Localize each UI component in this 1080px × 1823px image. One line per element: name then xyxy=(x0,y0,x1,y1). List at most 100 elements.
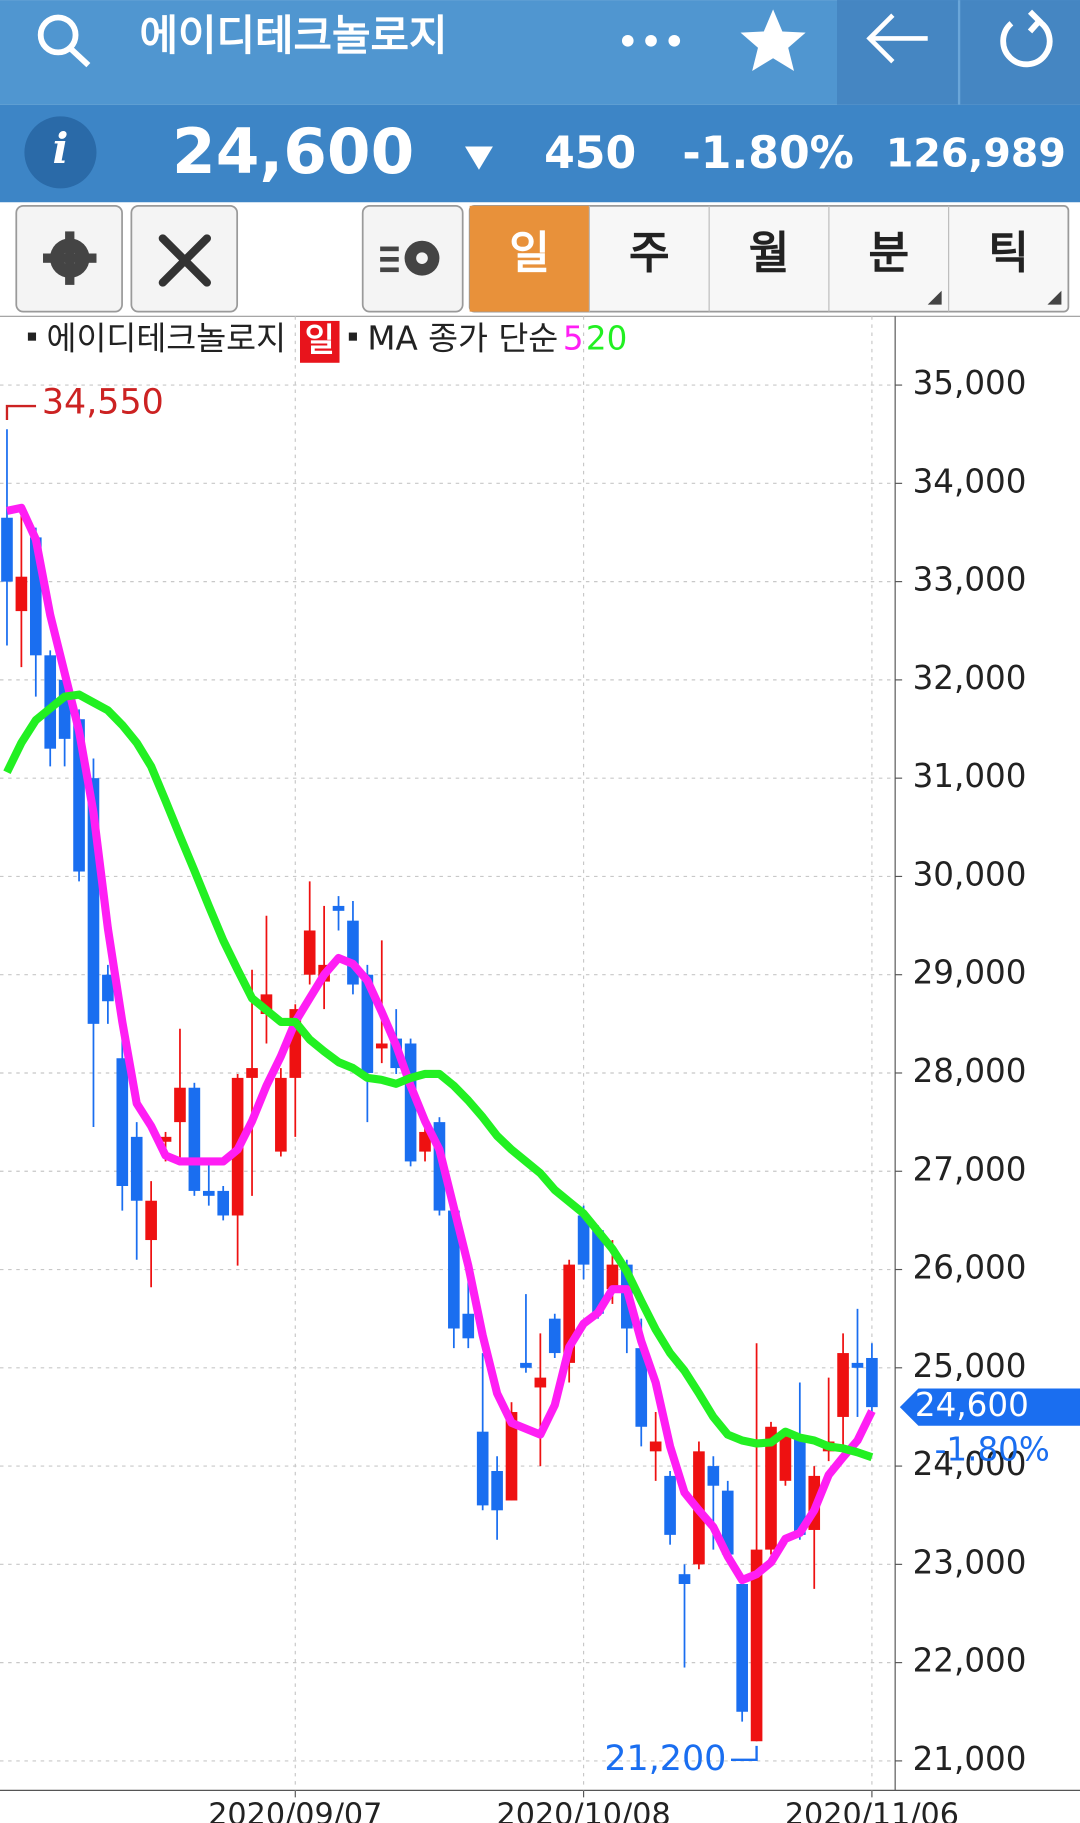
candle-body xyxy=(102,974,114,1002)
candle-body xyxy=(678,1574,691,1585)
ma-line xyxy=(6,503,876,1585)
more-icon[interactable] xyxy=(621,34,681,47)
x-tick-label: 2020/11/06 xyxy=(785,1797,959,1823)
x-tick-label: 2020/10/08 xyxy=(497,1797,671,1823)
back-icon[interactable] xyxy=(866,13,928,64)
candle-body xyxy=(361,974,374,1073)
candle-body xyxy=(548,1318,561,1354)
candle-body xyxy=(332,905,345,911)
candle-body xyxy=(217,1190,230,1216)
legend-ma: MA 종가 단순 xyxy=(367,320,558,358)
candle-body xyxy=(260,994,273,1015)
candle-body xyxy=(419,1131,431,1152)
chart: 21,000 22,000 23,000 24,000 25,000 26,000 27,0… xyxy=(0,315,1080,1823)
tab-label[interactable]: 주 xyxy=(629,228,670,279)
candle-body xyxy=(116,1058,129,1186)
candle-body xyxy=(448,1210,460,1329)
legend-period: 일 xyxy=(305,321,335,359)
y-tick-label: 33,000 xyxy=(913,561,1027,599)
price: 24,600 xyxy=(172,115,414,188)
tab-label[interactable]: 월 xyxy=(749,228,790,279)
y-tick-label: 30,000 xyxy=(913,855,1027,893)
legend-swatch xyxy=(27,332,37,341)
y-tick-label: 26,000 xyxy=(913,1249,1027,1287)
search-icon[interactable] xyxy=(37,14,91,68)
y-tick-label: 34,000 xyxy=(913,462,1027,500)
candle-body xyxy=(866,1357,878,1408)
candle-body xyxy=(837,1353,849,1417)
last-price-tag xyxy=(899,1388,1080,1426)
indicator-icon xyxy=(380,240,440,276)
candle-body xyxy=(505,1412,518,1501)
candle-body xyxy=(303,930,316,975)
candle-body xyxy=(159,1136,172,1142)
candle-body xyxy=(664,1475,676,1535)
candle-body xyxy=(462,1313,475,1339)
x-tick-label: 2020/09/07 xyxy=(208,1797,382,1823)
tab-active[interactable] xyxy=(469,205,590,312)
y-tick-label: 25,000 xyxy=(913,1347,1027,1385)
y-tick-label: 21,000 xyxy=(913,1740,1027,1778)
down-arrow xyxy=(465,146,493,170)
y-tick-label: 23,000 xyxy=(913,1543,1027,1581)
tab-label[interactable]: 틱 xyxy=(988,228,1029,279)
y-tick-label: 29,000 xyxy=(913,954,1027,992)
candle-body xyxy=(15,576,28,612)
candle-body xyxy=(44,655,57,749)
max-label: 34,550 xyxy=(42,383,164,423)
candle-body xyxy=(1,517,13,582)
candle-body xyxy=(347,920,359,985)
change-pct: -1.80% xyxy=(682,128,854,179)
candle-body xyxy=(491,1470,503,1511)
last-change-label: -1.80% xyxy=(935,1430,1050,1468)
last-price-label: 24,600 xyxy=(915,1386,1029,1424)
candle-body xyxy=(765,1426,777,1550)
favorite-icon[interactable] xyxy=(740,9,806,71)
min-arrow xyxy=(731,1745,758,1762)
y-tick-label: 31,000 xyxy=(913,757,1027,795)
y-tick-label: 22,000 xyxy=(913,1642,1027,1680)
info-label: i xyxy=(52,124,68,173)
quote-bar xyxy=(0,104,1080,203)
candle-body xyxy=(750,1549,763,1742)
tab-label[interactable]: 분 xyxy=(868,228,909,279)
refresh-icon[interactable] xyxy=(1000,9,1053,68)
candle-body xyxy=(577,1215,590,1265)
tab-corner xyxy=(927,290,942,305)
candle-body xyxy=(130,1136,143,1201)
gear-icon xyxy=(43,231,97,285)
legend-swatch xyxy=(348,332,357,341)
candle-body xyxy=(174,1087,186,1123)
candle-body xyxy=(721,1490,734,1555)
candle-body xyxy=(707,1466,720,1486)
change: 450 xyxy=(544,128,636,179)
y-tick-label: 24,000 xyxy=(913,1445,1027,1483)
candle-body xyxy=(404,1043,417,1162)
candle-body xyxy=(563,1264,575,1363)
candle-body xyxy=(188,1087,201,1191)
candle-body xyxy=(289,1009,302,1078)
max-arrow xyxy=(5,404,37,420)
legend-badge xyxy=(299,320,340,363)
candle-body xyxy=(275,1077,287,1152)
candle-body xyxy=(520,1362,532,1368)
candle-body xyxy=(534,1377,547,1388)
candle-body xyxy=(58,679,71,739)
legend-name: 에이디테크놀로지 xyxy=(47,320,287,358)
candle-body xyxy=(736,1584,748,1712)
candle-body xyxy=(476,1431,489,1506)
y-tick-label: 27,000 xyxy=(913,1150,1027,1188)
candle-body xyxy=(649,1441,662,1452)
candle-body xyxy=(851,1362,864,1368)
info-button[interactable] xyxy=(24,116,97,189)
candle-body xyxy=(202,1190,215,1196)
y-tick-label: 35,000 xyxy=(913,364,1027,402)
candle-body xyxy=(794,1436,806,1535)
y-tick-label: 32,000 xyxy=(913,659,1027,697)
volume: 126,989 xyxy=(886,130,1066,176)
min-label: 21,200 xyxy=(604,1739,726,1779)
candle-body xyxy=(246,1068,258,1078)
tab-label[interactable]: 일 xyxy=(509,228,550,279)
